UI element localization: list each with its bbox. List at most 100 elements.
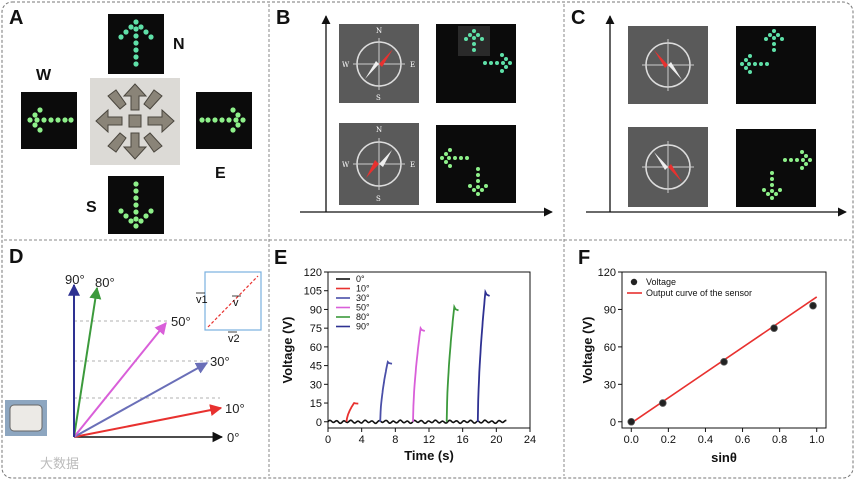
chart-e-xtick-3: 12 bbox=[423, 434, 435, 446]
compass-b-bottom: N S E W bbox=[339, 123, 419, 205]
chart-e-legend-5: 90° bbox=[356, 322, 370, 332]
direction-sensor-device bbox=[90, 78, 180, 165]
chart-e-ytick-0: 0 bbox=[316, 417, 322, 429]
chart-e-series-2 bbox=[379, 360, 393, 422]
compass-b-top-e: E bbox=[410, 61, 415, 69]
chart-e-series-1 bbox=[345, 401, 359, 422]
chart-e-ytick-8: 120 bbox=[304, 267, 322, 279]
chart-e-series-5 bbox=[476, 288, 490, 422]
voltage-time-chart: 0 4 8 12 16 20 24 0 15 30 45 60 75 90 105 120 Time (s) Vo… bbox=[280, 267, 536, 463]
led-board-b-bottom bbox=[436, 125, 516, 203]
compass-b-top-s: S bbox=[376, 94, 381, 102]
chart-e-xtick-0: 0 bbox=[325, 434, 331, 446]
chart-e-legend-0: 0° bbox=[356, 274, 365, 284]
chart-e-series-3 bbox=[412, 325, 426, 422]
chart-e-xtick-1: 4 bbox=[359, 434, 365, 446]
compass-b-top: N S E W bbox=[339, 24, 419, 103]
direction-south-label: S bbox=[86, 199, 97, 216]
chart-e-ytick-2: 30 bbox=[310, 379, 322, 391]
compass-b-top-n: N bbox=[376, 27, 382, 35]
chart-f-legend-marker bbox=[630, 278, 638, 286]
chart-f-xtick-0: 0.0 bbox=[624, 434, 639, 446]
chart-e-xlabel: Time (s) bbox=[404, 448, 454, 463]
chart-e-series-4 bbox=[445, 303, 459, 422]
panel-c-label: C bbox=[571, 7, 585, 29]
chart-e-ytick-7: 105 bbox=[304, 286, 322, 298]
chart-e-series-0deg bbox=[327, 419, 507, 425]
chart-f-xtick-1: 0.2 bbox=[661, 434, 676, 446]
chart-f-xtick-3: 0.6 bbox=[735, 434, 750, 446]
panel-e-label: E bbox=[274, 247, 287, 269]
compass-b-bottom-e: E bbox=[410, 161, 415, 169]
chart-e-legend-2: 30° bbox=[356, 293, 370, 303]
chart-e-ylabel: Voltage (V) bbox=[280, 317, 295, 384]
chart-f-point-2 bbox=[720, 358, 728, 366]
chart-f-legend-1: Output curve of the sensor bbox=[646, 288, 752, 298]
vector-decomposition-inset: v v1 v2 bbox=[196, 271, 262, 345]
panel-d: D 0° 10° 30° 50° 80° 90° v v1 v2 bbox=[5, 246, 262, 445]
panel-a-label: A bbox=[9, 7, 23, 29]
compass-b-top-w: W bbox=[342, 61, 350, 69]
panel-c: C bbox=[571, 7, 847, 217]
chart-f-ytick-2: 60 bbox=[604, 342, 616, 354]
led-board-c-bottom bbox=[736, 129, 816, 207]
panel-f-label: F bbox=[578, 247, 590, 269]
watermark: 大数据 bbox=[40, 456, 79, 471]
angle-label-0: 0° bbox=[227, 430, 239, 445]
inset-v-label: v bbox=[233, 297, 239, 309]
panel-e: E 0 4 8 12 16 20 24 0 15 30 45 60 75 90 105 120 Time (s)… bbox=[274, 247, 536, 463]
angle-label-80: 80° bbox=[95, 275, 115, 290]
chart-e-legend-1: 10° bbox=[356, 284, 370, 294]
chart-e-legend-3: 50° bbox=[356, 303, 370, 313]
chart-e-xtick-2: 8 bbox=[392, 434, 398, 446]
chart-f-xtick-5: 1.0 bbox=[809, 434, 824, 446]
led-board-b-top bbox=[436, 24, 516, 103]
angle-label-90: 90° bbox=[65, 272, 85, 287]
sensor-chip bbox=[5, 400, 47, 436]
compass-b-bottom-n: N bbox=[376, 126, 382, 134]
panel-b: B N S E W bbox=[276, 7, 553, 217]
chart-f-ytick-3: 90 bbox=[604, 304, 616, 316]
chart-f-xlabel: sinθ bbox=[711, 450, 737, 465]
chart-f-legend-0: Voltage bbox=[646, 277, 676, 287]
direction-north-label: N bbox=[173, 36, 185, 53]
direction-east-label: E bbox=[215, 165, 226, 182]
panel-b-label: B bbox=[276, 7, 290, 29]
chart-f-ytick-1: 30 bbox=[604, 379, 616, 391]
chart-e-xtick-6: 24 bbox=[524, 434, 536, 446]
chart-f-point-4 bbox=[809, 301, 817, 310]
chart-f-xtick-4: 0.8 bbox=[772, 434, 787, 446]
chart-e-ytick-5: 75 bbox=[310, 323, 322, 335]
chart-f-point-3 bbox=[770, 324, 778, 332]
vector-30deg bbox=[73, 362, 209, 438]
direction-west-label: W bbox=[36, 67, 52, 84]
panel-a: A N bbox=[9, 7, 252, 234]
chart-e-ytick-3: 45 bbox=[310, 361, 322, 373]
compass-c-top bbox=[628, 26, 708, 104]
vector-50deg bbox=[73, 322, 167, 438]
chart-e-legend-4: 80° bbox=[356, 312, 370, 322]
chart-e-xtick-4: 16 bbox=[457, 434, 469, 446]
vector-10deg bbox=[73, 404, 223, 438]
led-board-north bbox=[108, 14, 164, 74]
voltage-sin-chart: 0.0 0.2 0.4 0.6 0.8 1.0 0 30 60 90 120 sinθ Voltage … bbox=[580, 267, 827, 465]
angle-label-10: 10° bbox=[225, 401, 245, 416]
led-board-c-top bbox=[736, 26, 816, 104]
panel-f: F 0.0 0.2 0.4 0.6 0.8 1.0 0 30 60 90 120 sinθ Voltag… bbox=[578, 247, 827, 465]
led-board-east bbox=[196, 92, 252, 149]
compass-b-bottom-w: W bbox=[342, 161, 350, 169]
chart-f-ytick-4: 120 bbox=[598, 267, 616, 279]
chart-f-xtick-2: 0.4 bbox=[698, 434, 713, 446]
chart-e-ytick-4: 60 bbox=[310, 342, 322, 354]
chart-f-ytick-0: 0 bbox=[610, 417, 616, 429]
chart-f-ylabel: Voltage (V) bbox=[580, 317, 595, 384]
chart-f-point-1 bbox=[658, 399, 667, 407]
compass-b-bottom-s: S bbox=[376, 195, 381, 203]
led-board-west bbox=[21, 92, 77, 149]
angle-label-50: 50° bbox=[171, 314, 191, 329]
chart-e-ytick-1: 15 bbox=[310, 398, 322, 410]
chart-f-frame bbox=[621, 271, 827, 429]
vector-80deg bbox=[73, 286, 102, 438]
